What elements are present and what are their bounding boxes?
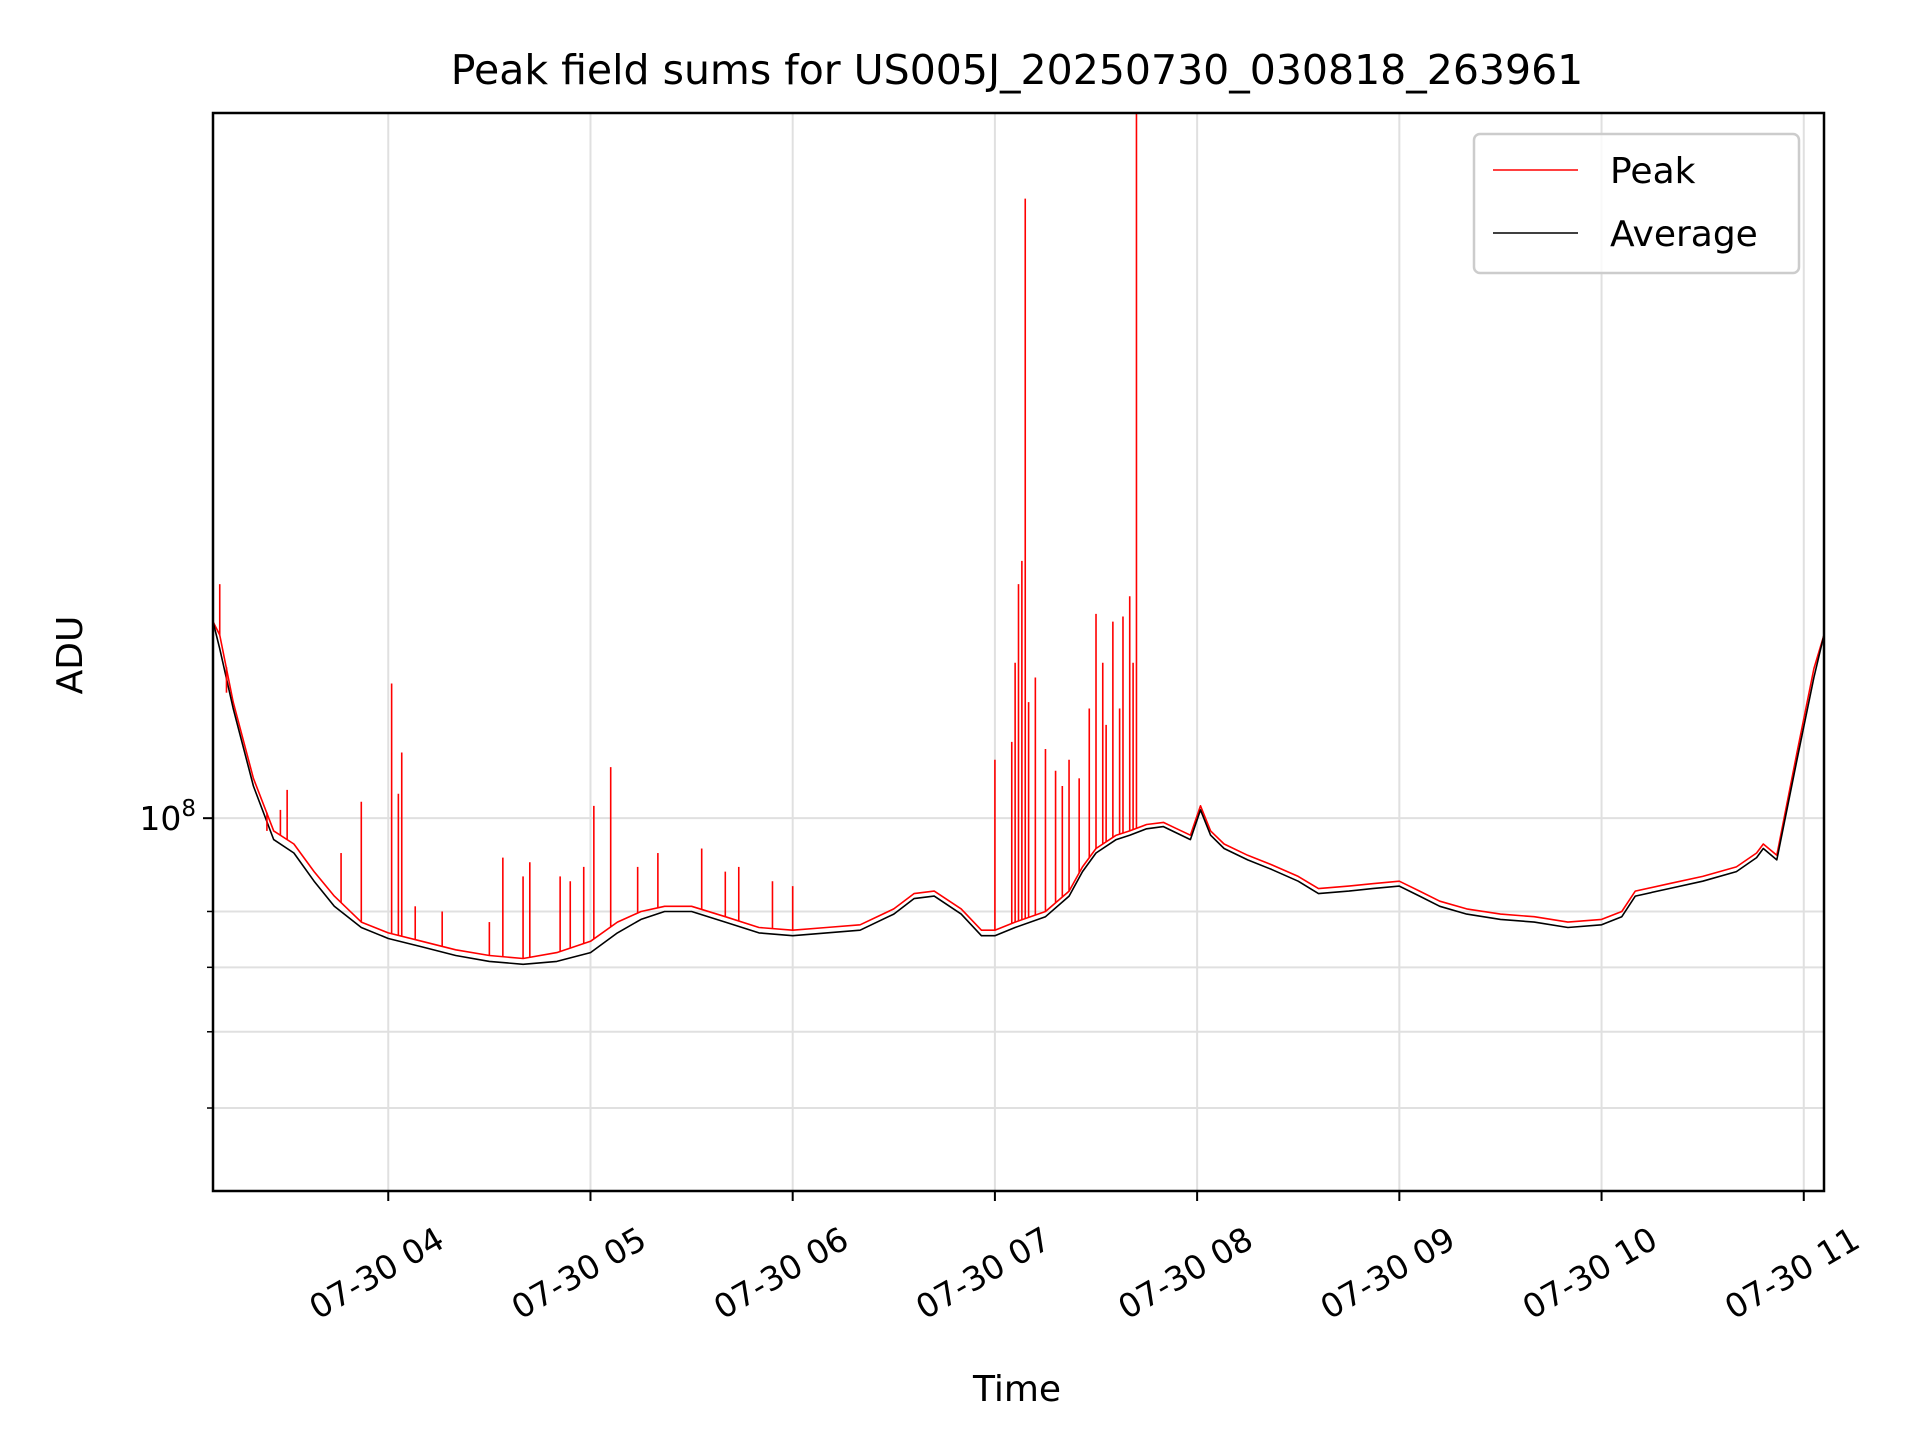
- plot-series: [213, 113, 1824, 966]
- legend-average-label: Average: [1610, 214, 1758, 255]
- legend-box: [1472, 132, 1801, 275]
- chart-title: Peak field sums for US005J_20250730_0308…: [451, 46, 1584, 94]
- peak-series-line: [213, 621, 1824, 960]
- legend-peak-label: Peak: [1610, 151, 1696, 192]
- x-axis-label: Time: [972, 1369, 1061, 1410]
- y-axis-label: ADU: [50, 616, 91, 695]
- plot-frame: [211, 111, 1826, 1193]
- legend: Peak Average: [1472, 132, 1801, 275]
- average-series-line: [213, 621, 1824, 966]
- grid-lines: [213, 113, 1824, 1191]
